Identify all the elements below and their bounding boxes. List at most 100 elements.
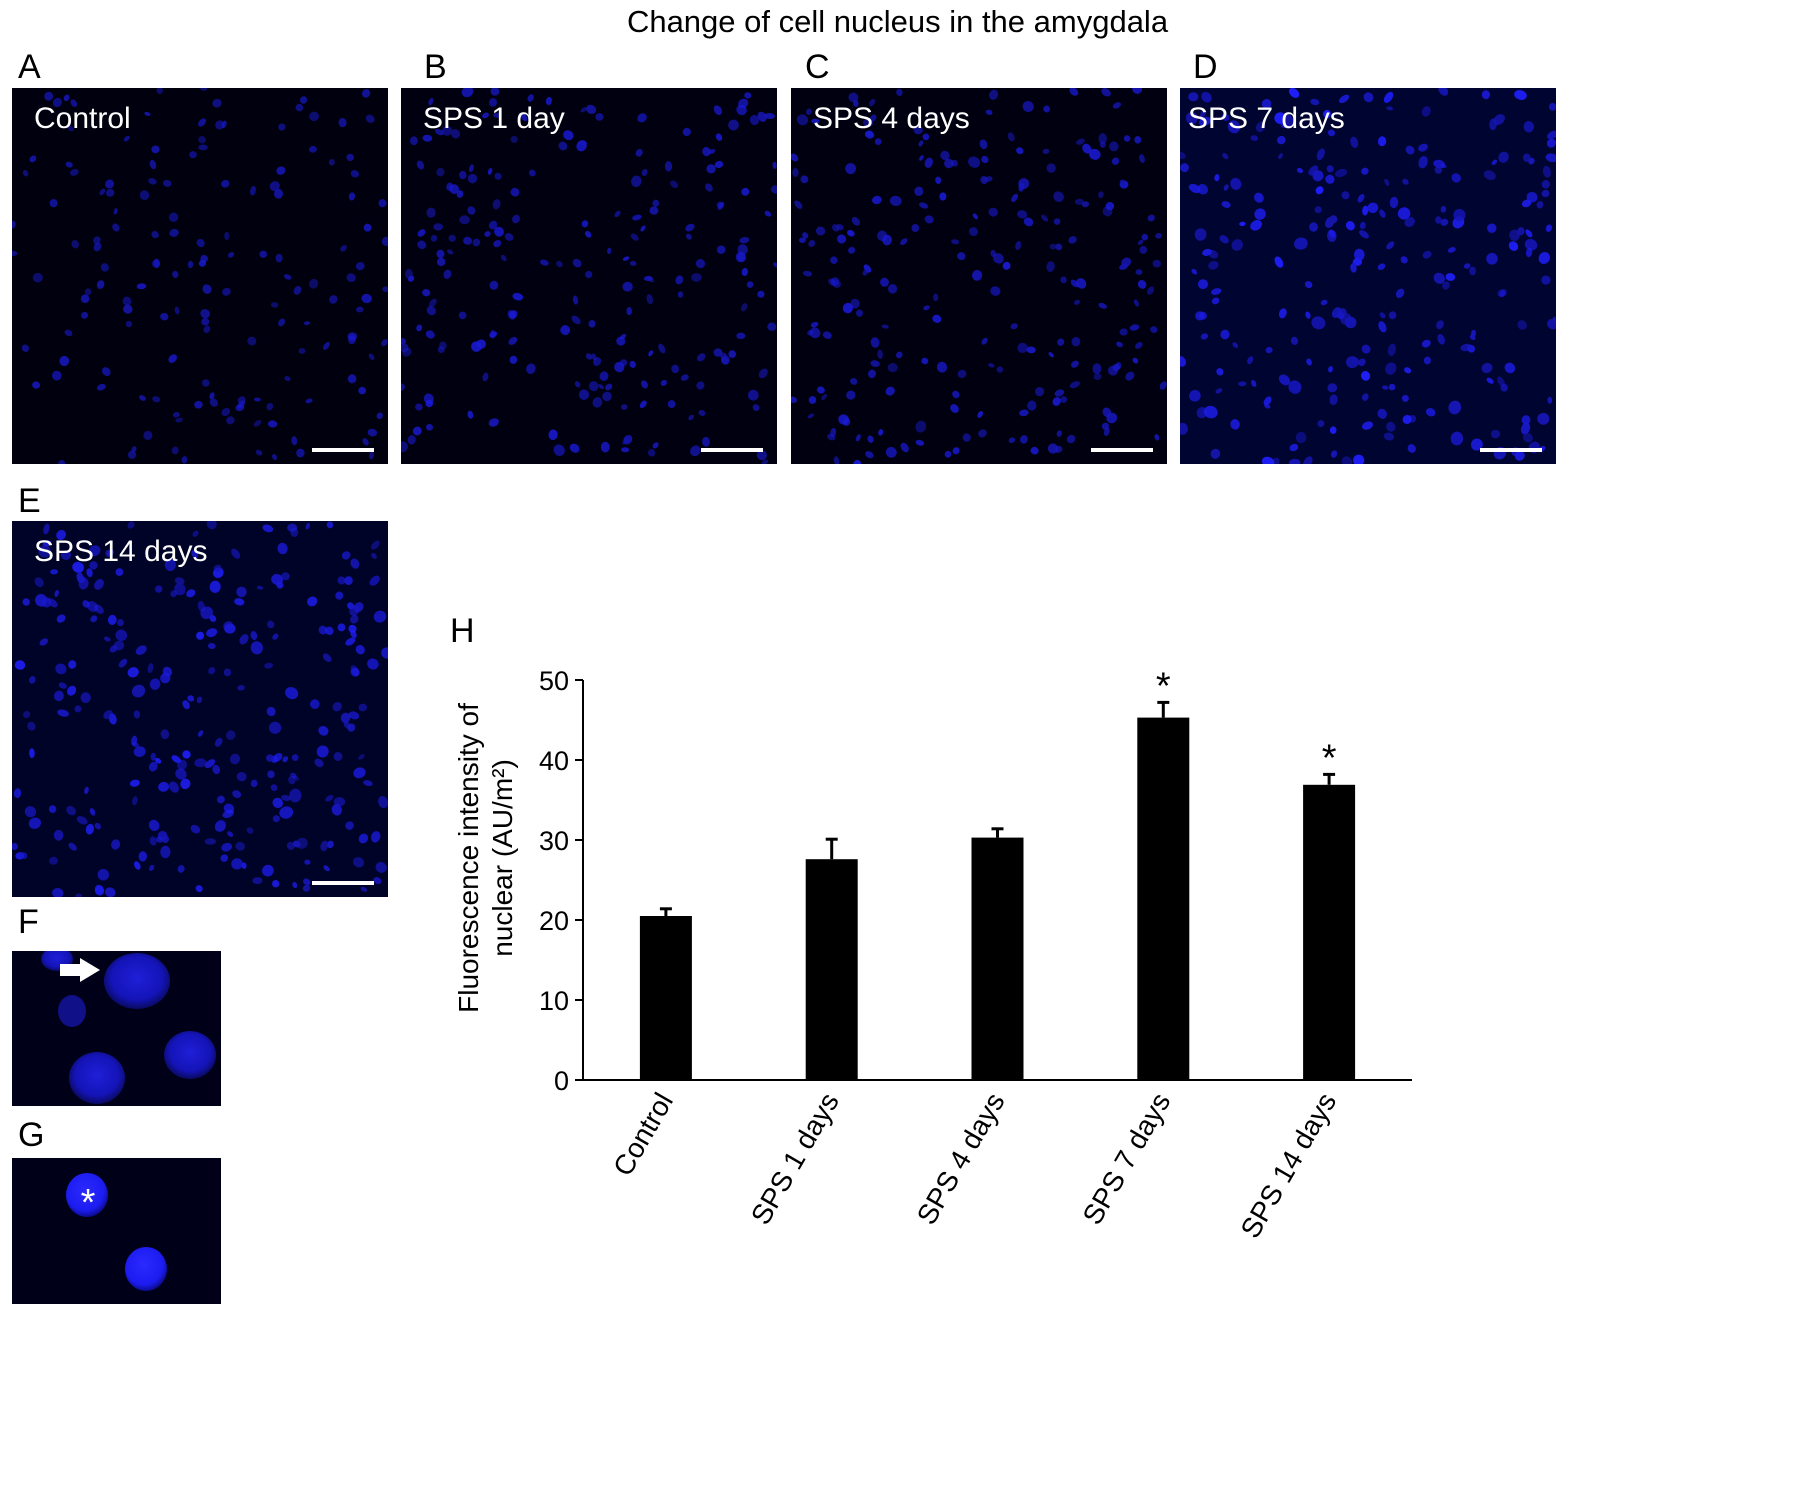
nucleus-dot bbox=[34, 577, 44, 588]
nucleus-dot bbox=[1357, 193, 1365, 203]
nucleus-dot bbox=[1247, 356, 1254, 365]
nucleus-dot bbox=[220, 854, 229, 862]
nucleus-dot bbox=[85, 823, 94, 835]
nucleus-dot bbox=[585, 353, 593, 360]
panel-letter-b: B bbox=[424, 48, 447, 86]
nucleus-dot bbox=[671, 364, 680, 374]
nucleus-dot bbox=[271, 574, 284, 585]
nucleus-dot bbox=[160, 729, 170, 740]
nucleus-dot bbox=[200, 254, 208, 263]
nucleus-dot bbox=[1199, 110, 1207, 118]
nucleus-dot bbox=[1552, 316, 1556, 324]
nucleus-dot bbox=[1306, 358, 1312, 366]
nucleus-dot bbox=[266, 706, 276, 717]
nucleus-dot bbox=[43, 523, 50, 535]
nucleus-dot bbox=[235, 841, 245, 851]
nucleus-dot bbox=[1296, 167, 1304, 174]
nucleus-dot bbox=[1546, 138, 1556, 148]
nucleus-dot bbox=[209, 392, 215, 400]
nucleus-dot bbox=[1445, 273, 1456, 281]
nucleus-dot bbox=[756, 450, 767, 461]
nucleus-dot bbox=[1019, 409, 1029, 417]
nucleus-dot bbox=[149, 678, 161, 690]
nucleus-dot bbox=[139, 190, 150, 201]
nucleus-dot bbox=[1180, 151, 1186, 160]
nucleus-dot bbox=[842, 418, 851, 426]
nucleus-dot bbox=[996, 366, 1004, 373]
nucleus-dot bbox=[1339, 94, 1350, 104]
nucleus-dot bbox=[169, 228, 179, 237]
nucleus-dot bbox=[1353, 454, 1365, 464]
nucleus-dot bbox=[528, 169, 536, 177]
nucleus-dot bbox=[303, 321, 311, 326]
nucleus-dot bbox=[23, 710, 31, 719]
nucleus-dot bbox=[401, 441, 408, 453]
nucleus-dot bbox=[968, 227, 979, 237]
nucleus-dot bbox=[1180, 163, 1189, 173]
nucleus-dot bbox=[1378, 321, 1387, 333]
nucleus-dot bbox=[328, 159, 335, 166]
nucleus-dot bbox=[652, 442, 659, 449]
nucleus-dot bbox=[80, 294, 90, 303]
nucleus-dot bbox=[107, 614, 117, 625]
nucleus-dot bbox=[103, 710, 113, 720]
nucleus-dot bbox=[241, 862, 247, 869]
nucleus-dot bbox=[289, 788, 302, 803]
nucleus-dot bbox=[160, 312, 169, 321]
nucleus-dot bbox=[63, 94, 70, 102]
nucleus-dot bbox=[851, 216, 861, 226]
nucleus-dot bbox=[588, 320, 596, 328]
nucleus-dot bbox=[1316, 148, 1325, 161]
nucleus-dot bbox=[792, 168, 799, 178]
nucleus-dot bbox=[1389, 196, 1399, 209]
nucleus-dot bbox=[182, 750, 191, 759]
nucleus-dot bbox=[1185, 111, 1198, 125]
nucleus-dot bbox=[919, 155, 924, 161]
nucleus-dot bbox=[138, 851, 148, 862]
nucleus-dot bbox=[811, 118, 820, 124]
nucleus-dot bbox=[221, 179, 230, 188]
panel-letter-g: G bbox=[18, 1116, 45, 1154]
nucleus-dot bbox=[794, 200, 803, 210]
nucleus-dot bbox=[1002, 261, 1011, 270]
nucleus-dot bbox=[1043, 105, 1051, 113]
panel-letter-e: E bbox=[18, 482, 41, 520]
nucleus-dot bbox=[831, 224, 840, 232]
nucleus-dot bbox=[246, 827, 254, 834]
nucleus-dot bbox=[345, 821, 354, 830]
nucleus-dot bbox=[802, 270, 813, 277]
nucleus-dot bbox=[574, 381, 581, 388]
nucleus-dot bbox=[417, 240, 427, 250]
nucleus-dot bbox=[21, 344, 30, 352]
nucleus-dot bbox=[1469, 334, 1476, 341]
nucleus-dot bbox=[1030, 446, 1039, 455]
nucleus-dot bbox=[333, 752, 343, 761]
nucleus-dot bbox=[631, 175, 642, 187]
nucleus-dot bbox=[105, 887, 116, 897]
nucleus-dot bbox=[749, 114, 760, 126]
nucleus-dot bbox=[487, 168, 493, 175]
nucleus-dot bbox=[580, 107, 587, 113]
nucleus-dot bbox=[702, 436, 710, 447]
nucleus-dot bbox=[915, 439, 925, 446]
nucleus-dot bbox=[1294, 237, 1308, 250]
nucleus-dot bbox=[1382, 385, 1389, 390]
nucleus-dot bbox=[581, 220, 589, 228]
nucleus-dot bbox=[685, 223, 695, 232]
nucleus-dot bbox=[728, 350, 737, 358]
nucleus-dot bbox=[250, 641, 263, 655]
nucleus-dot bbox=[626, 307, 633, 316]
nucleus-dot bbox=[482, 112, 489, 119]
nucleus-dot bbox=[1523, 121, 1535, 133]
nuclei-layer bbox=[1180, 88, 1556, 464]
nucleus-dot bbox=[290, 772, 297, 779]
nucleus-dot bbox=[237, 396, 246, 404]
nucleus-dot bbox=[1361, 421, 1374, 430]
nucleus-dot bbox=[105, 188, 115, 197]
nucleus-dot bbox=[1438, 88, 1449, 96]
nucleus-dot bbox=[736, 332, 746, 339]
nucleus-dot bbox=[221, 120, 227, 128]
nucleus-dot bbox=[1101, 88, 1111, 97]
nucleus-dot bbox=[56, 614, 66, 623]
nucleus-dot bbox=[827, 433, 836, 441]
